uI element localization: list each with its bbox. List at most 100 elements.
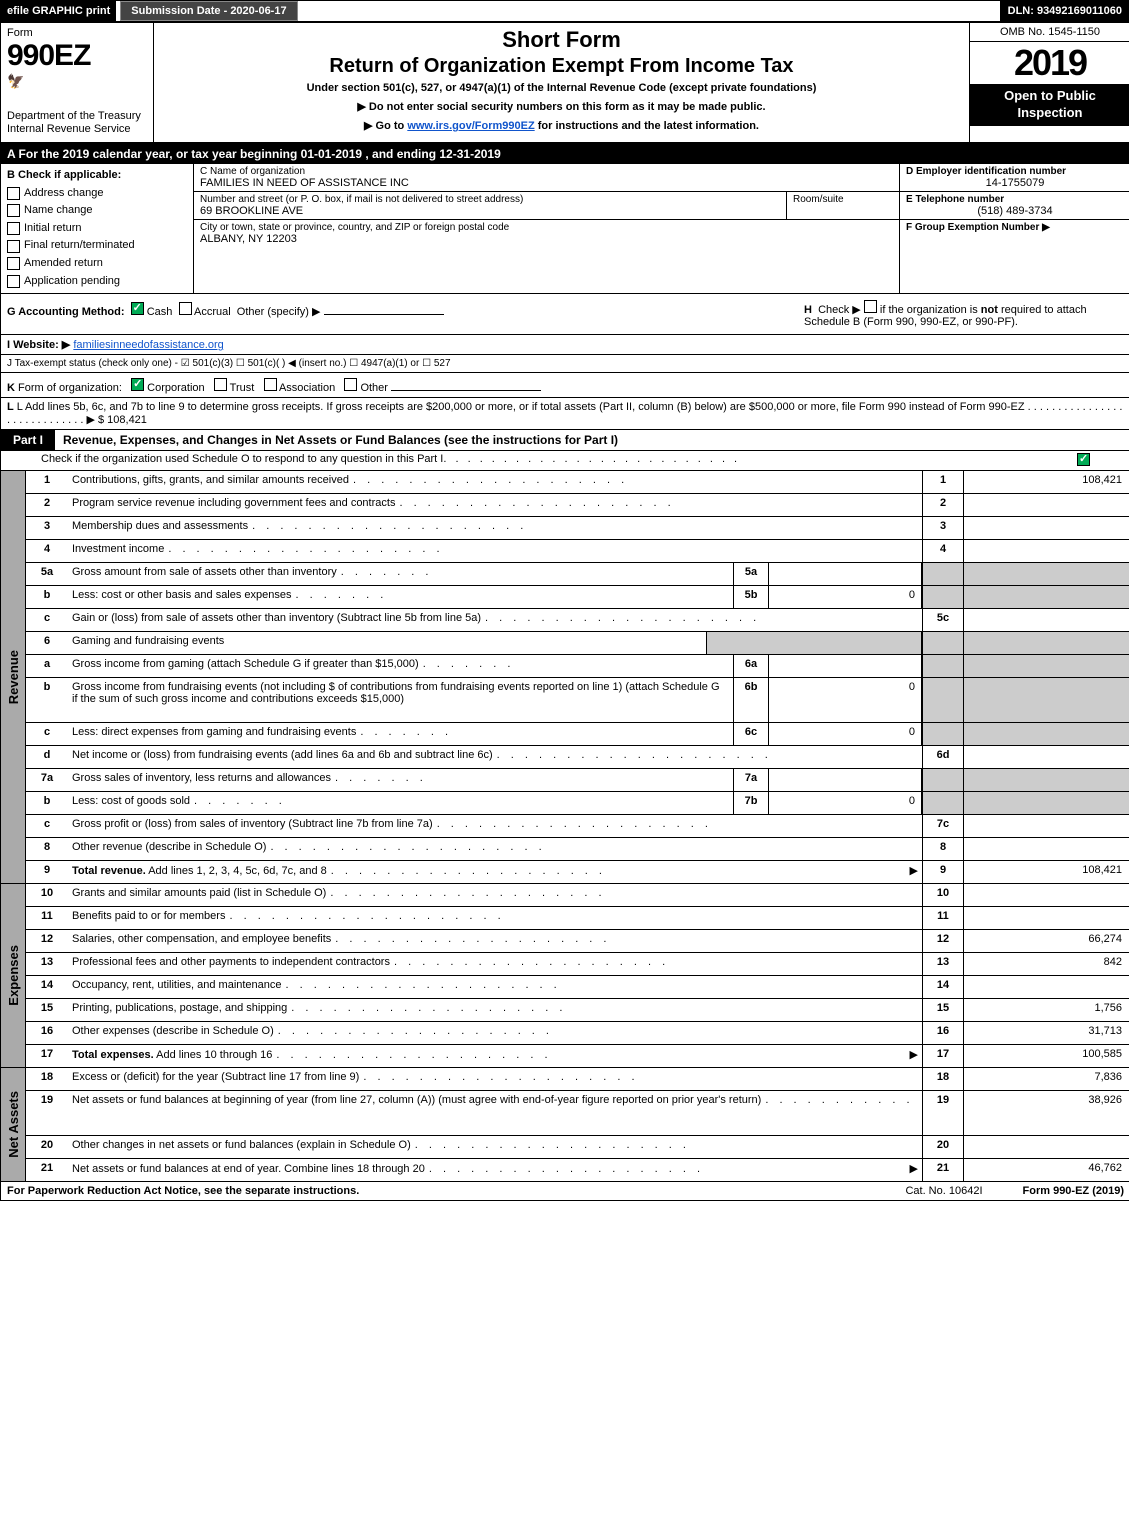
line-ref: 16 — [922, 1022, 964, 1044]
checkbox-label: Application pending — [24, 273, 120, 291]
top-bar: efile GRAPHIC print Submission Date - 20… — [1, 1, 1129, 23]
h-checkbox[interactable] — [864, 300, 877, 313]
leader-dots: . . . . . . . . . . . . . . . . . . . . — [229, 910, 918, 922]
efile-print-button[interactable]: efile GRAPHIC print — [1, 1, 116, 21]
leader-dots: . . . . . . . . . . . . . . . . . . . . — [252, 520, 918, 532]
section-b-item: Final return/terminated — [7, 237, 187, 255]
line-description: Benefits paid to or for members. . . . .… — [68, 907, 922, 929]
line-number: c — [26, 609, 68, 631]
table-row: 16Other expenses (describe in Schedule O… — [26, 1022, 1129, 1045]
table-row: 15Printing, publications, postage, and s… — [26, 999, 1129, 1022]
leader-dots: . . . . . . . . . . . . . . . . . . . . — [291, 1002, 918, 1014]
line-number: 12 — [26, 930, 68, 952]
checkbox[interactable] — [7, 275, 20, 288]
line-description: Less: cost or other basis and sales expe… — [68, 586, 733, 608]
table-row: 19Net assets or fund balances at beginni… — [26, 1091, 1129, 1136]
line-number: 17 — [26, 1045, 68, 1067]
line-ref: 6d — [922, 746, 964, 768]
line-number: d — [26, 746, 68, 768]
line-value — [964, 884, 1129, 906]
line-value — [964, 907, 1129, 929]
arrow-icon: ▶ — [910, 1162, 918, 1175]
line-description: Net income or (loss) from fundraising ev… — [68, 746, 922, 768]
addr-row: Number and street (or P. O. box, if mail… — [194, 192, 899, 220]
line-description: Gross sales of inventory, less returns a… — [68, 769, 733, 791]
leader-dots: . . . . . . . — [341, 566, 729, 578]
line-ref: 21 — [922, 1159, 964, 1181]
line-value: 100,585 — [964, 1045, 1129, 1067]
addr-cell: Number and street (or P. O. box, if mail… — [194, 192, 787, 219]
line-value — [964, 540, 1129, 562]
other-org-field[interactable] — [391, 376, 541, 391]
other-org-checkbox[interactable] — [344, 378, 357, 391]
irs-link[interactable]: www.irs.gov/Form990EZ — [407, 120, 534, 132]
line-number: b — [26, 586, 68, 608]
phone-label: E Telephone number — [906, 194, 1124, 205]
subline-value: 0 — [769, 723, 922, 745]
checkbox[interactable] — [7, 257, 20, 270]
short-form-title: Short Form — [164, 27, 959, 53]
line-value — [964, 746, 1129, 768]
line-description: Investment income. . . . . . . . . . . .… — [68, 540, 922, 562]
line-description: Total expenses. Add lines 10 through 16.… — [68, 1045, 922, 1067]
dept-text: Department of the Treasury — [7, 110, 141, 122]
table-row: 8Other revenue (describe in Schedule O).… — [26, 838, 1129, 861]
line-number: 16 — [26, 1022, 68, 1044]
table-row: cGross profit or (loss) from sales of in… — [26, 815, 1129, 838]
line-number: 3 — [26, 517, 68, 539]
other-label: Other (specify) ▶ — [237, 306, 321, 318]
line-value: 108,421 — [964, 861, 1129, 883]
arrow-icon: ▶ — [910, 864, 918, 877]
corporation-checkbox[interactable] — [131, 378, 144, 391]
line-description: Net assets or fund balances at end of ye… — [68, 1159, 922, 1181]
association-checkbox[interactable] — [264, 378, 277, 391]
line-number: 13 — [26, 953, 68, 975]
accrual-checkbox[interactable] — [179, 302, 192, 315]
table-row: 3Membership dues and assessments. . . . … — [26, 517, 1129, 540]
other-specify-field[interactable] — [324, 300, 444, 315]
accrual-label: Accrual — [194, 306, 231, 318]
section-b-item: Address change — [7, 185, 187, 203]
line-number: b — [26, 792, 68, 814]
line-description: Excess or (deficit) for the year (Subtra… — [68, 1068, 922, 1090]
city-value: ALBANY, NY 12203 — [200, 233, 893, 245]
phone-value: (518) 489-3734 — [906, 205, 1124, 217]
goto-prefix: ▶ Go to — [364, 120, 407, 132]
line-number: 20 — [26, 1136, 68, 1158]
city-label: City or town, state or province, country… — [200, 222, 893, 233]
leader-dots: . . . . . . . . . . . . . . . . . . . . — [415, 1139, 918, 1151]
line-ref: 17 — [922, 1045, 964, 1067]
line-value — [964, 609, 1129, 631]
gh-row: G Accounting Method: Cash Accrual Other … — [1, 294, 1129, 335]
line-ref: 13 — [922, 953, 964, 975]
website-link[interactable]: familiesinneedofassistance.org — [73, 339, 223, 351]
header-left: Form 990EZ 🦅 Department of the Treasury … — [1, 23, 154, 142]
section-i: I Website: ▶ familiesinneedofassistance.… — [1, 335, 1129, 355]
grey-cell — [922, 792, 964, 814]
line-value — [964, 1136, 1129, 1158]
line-number: 11 — [26, 907, 68, 929]
line-value — [964, 815, 1129, 837]
line-number: 10 — [26, 884, 68, 906]
checkbox[interactable] — [7, 240, 20, 253]
omb-number: OMB No. 1545-1150 — [970, 23, 1129, 42]
checkbox[interactable] — [7, 204, 20, 217]
schedule-o-checkbox[interactable] — [1077, 453, 1090, 466]
grey-cell — [922, 723, 964, 745]
checkbox[interactable] — [7, 222, 20, 235]
trust-checkbox[interactable] — [214, 378, 227, 391]
leader-dots: . . . . . . . . . . . . . . . . . . . . — [335, 933, 918, 945]
line-description: Grants and similar amounts paid (list in… — [68, 884, 922, 906]
expenses-side-label: Expenses — [1, 884, 26, 1067]
netassets-body: 18Excess or (deficit) for the year (Subt… — [26, 1068, 1129, 1181]
cash-checkbox[interactable] — [131, 302, 144, 315]
group-exemption-label: F Group Exemption Number ▶ — [906, 222, 1124, 233]
table-row: 10Grants and similar amounts paid (list … — [26, 884, 1129, 907]
line-ref: 9 — [922, 861, 964, 883]
dln-label: DLN: 93492169011060 — [1000, 1, 1129, 21]
checkbox[interactable] — [7, 187, 20, 200]
expenses-section: Expenses 10Grants and similar amounts pa… — [1, 884, 1129, 1068]
table-row: bLess: cost of goods sold. . . . . . .7b… — [26, 792, 1129, 815]
goto-line: ▶ Go to www.irs.gov/Form990EZ for instru… — [164, 119, 959, 132]
line-description: Occupancy, rent, utilities, and maintena… — [68, 976, 922, 998]
